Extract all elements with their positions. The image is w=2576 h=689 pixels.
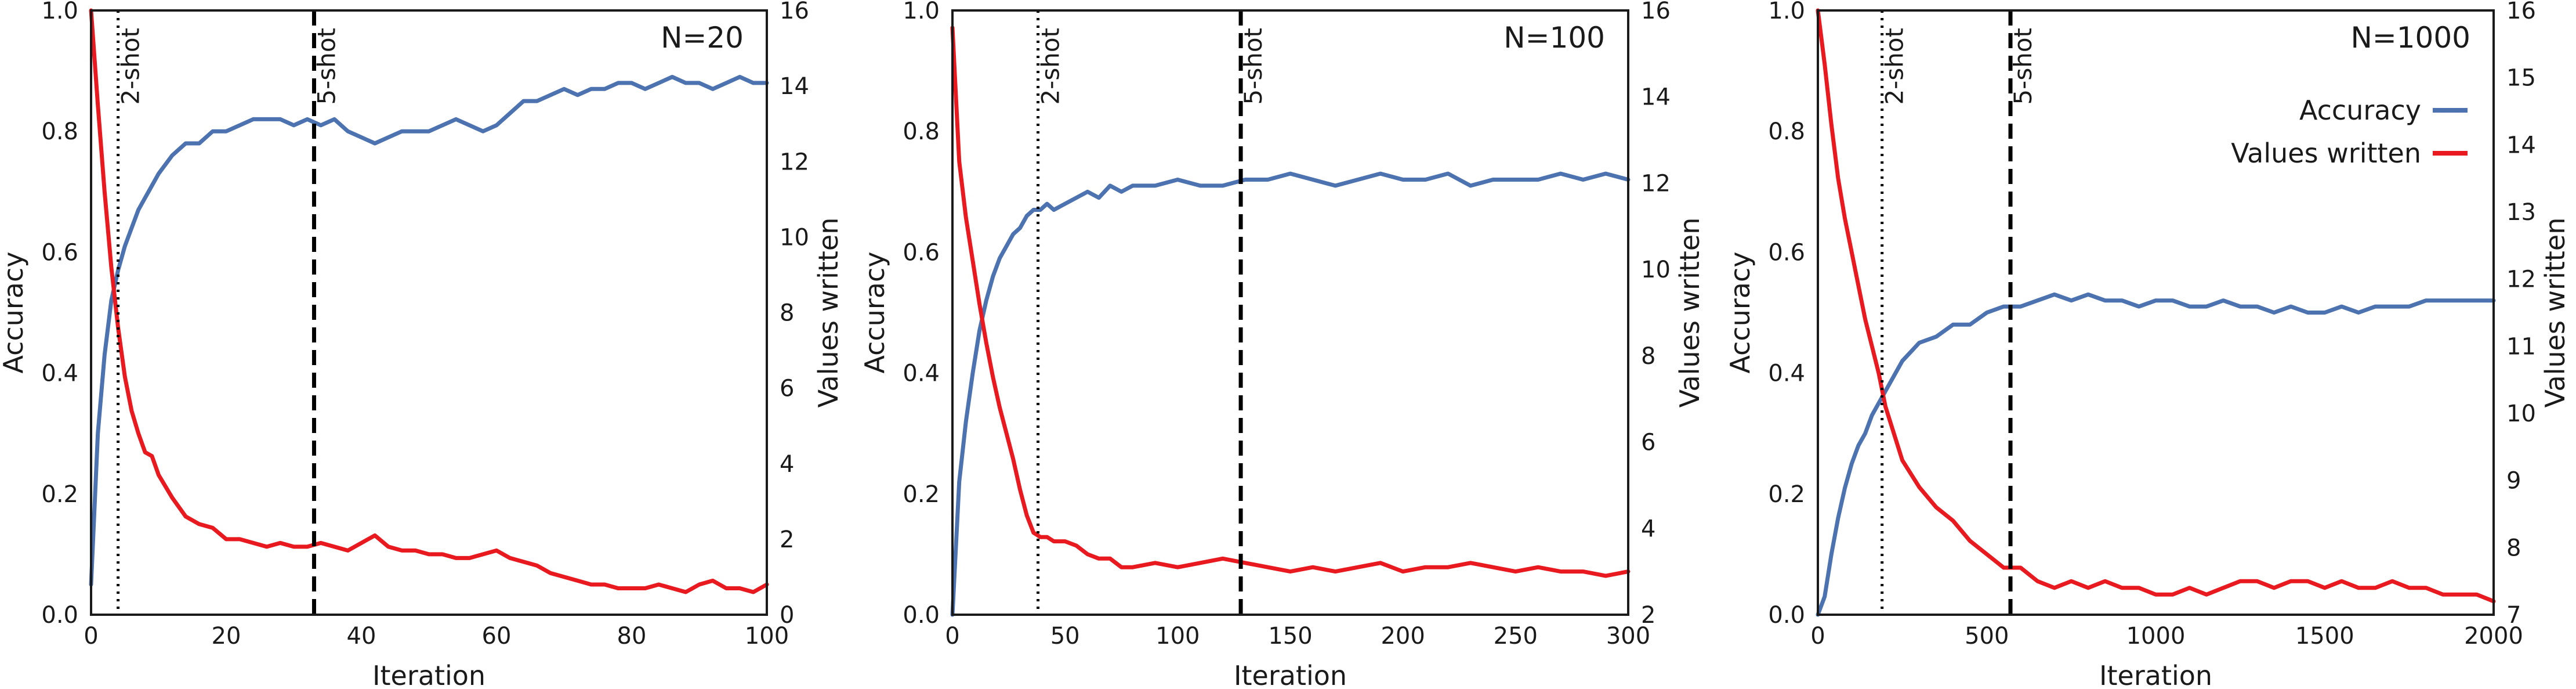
y2-tick-label: 8 (1641, 343, 1655, 370)
x-tick-label: 300 (1606, 623, 1650, 650)
panel-title: N=20 (661, 21, 744, 55)
y-tick-label: 1.0 (903, 0, 940, 24)
y-tick-label: 0.0 (903, 602, 940, 629)
y2-tick-label: 13 (2506, 199, 2536, 226)
y-tick-label: 0.6 (41, 239, 78, 266)
x-tick-label: 250 (1494, 623, 1538, 650)
legend: Accuracy Values written (2231, 95, 2468, 169)
values-written-line (1816, 8, 2496, 604)
y-tick-label: 0.2 (41, 481, 78, 508)
values-written-line (950, 26, 1631, 578)
values-written-line (89, 8, 769, 594)
accuracy-line (1816, 292, 2496, 617)
y2-axis-label: Values written (1674, 218, 1705, 408)
y2-tick-label: 12 (1641, 170, 1671, 197)
y2-tick-label: 7 (2506, 602, 2521, 629)
x-axis-label: Iteration (372, 660, 486, 689)
y2-tick-label: 12 (2506, 266, 2536, 293)
x-tick-label: 50 (1050, 623, 1080, 650)
y-tick-label: 0.8 (903, 118, 940, 145)
x-tick-label: 0 (84, 623, 98, 650)
y2-tick-label: 4 (1641, 515, 1655, 542)
y-tick-label: 1.0 (1768, 0, 1805, 24)
x-tick-label: 100 (1155, 623, 1200, 650)
chart-panel-2: 0 50 100 150 200 250 300 0.0 0.2 0.4 0.6 0.8 1.0 2 4 6 8… (859, 0, 1705, 689)
y2-axis-label: Values written (2539, 218, 2571, 408)
shot-label: 2-shot (117, 28, 145, 105)
legend-entry-label: Values written (2231, 138, 2421, 169)
y-tick-label: 0.6 (903, 239, 940, 266)
y2-tick-label: 15 (2506, 65, 2536, 92)
y-tick-label: 0.6 (1768, 239, 1805, 266)
y2-tick-label: 11 (2506, 333, 2536, 360)
accuracy-line (89, 75, 769, 587)
chart-panel-1: 0 20 40 60 80 100 0.0 0.2 0.4 0.6 0.8 1.0 0 2 4 6 8 10 12 1… (0, 0, 844, 689)
x-tick-label: 40 (347, 623, 376, 650)
y-tick-label: 0.8 (1768, 118, 1805, 145)
y2-tick-label: 16 (2506, 0, 2536, 24)
x-tick-label: 500 (1965, 623, 2009, 650)
x-tick-label: 80 (617, 623, 647, 650)
y-tick-label: 0.4 (41, 360, 78, 387)
accuracy-line (950, 171, 1631, 617)
y2-tick-label: 8 (2506, 535, 2521, 561)
x-axis-label: Iteration (2099, 660, 2212, 689)
x-tick-label: 150 (1268, 623, 1312, 650)
y2-tick-label: 8 (780, 300, 794, 327)
shot-label: 5-shot (1239, 28, 1267, 105)
y2-tick-label: 6 (1641, 430, 1655, 456)
plot-frame (1817, 9, 2495, 616)
y2-tick-label: 10 (780, 224, 809, 251)
y2-tick-label: 2 (1641, 602, 1655, 629)
shot-label: 2-shot (1037, 28, 1065, 105)
y2-tick-label: 6 (780, 376, 794, 402)
y2-tick-label: 14 (1641, 84, 1671, 111)
y-tick-label: 0.4 (1768, 360, 1805, 387)
shot-label: 5-shot (2009, 28, 2037, 105)
plot-frame (951, 9, 1629, 616)
x-tick-label: 2000 (2464, 623, 2523, 650)
x-tick-label: 0 (945, 623, 959, 650)
y-axis-label: Accuracy (859, 251, 890, 373)
y2-tick-label: 9 (2506, 468, 2521, 495)
x-tick-label: 20 (212, 623, 241, 650)
x-axis-label: Iteration (1234, 660, 1347, 689)
x-tick-label: 1000 (2126, 623, 2186, 650)
y-tick-label: 0.4 (903, 360, 940, 387)
x-tick-label: 100 (745, 623, 789, 650)
y2-tick-label: 12 (780, 149, 809, 175)
y2-tick-label: 0 (780, 602, 794, 629)
y-tick-label: 0.0 (1768, 602, 1805, 629)
y-tick-label: 0.8 (41, 118, 78, 145)
y2-tick-label: 14 (2506, 132, 2536, 158)
x-tick-label: 0 (1810, 623, 1825, 650)
y2-tick-label: 16 (1641, 0, 1671, 24)
panel-title: N=1000 (2350, 21, 2470, 55)
shot-label: 5-shot (312, 28, 340, 105)
plot-frame (90, 9, 768, 616)
y2-tick-label: 2 (780, 526, 794, 553)
y2-tick-label: 4 (780, 451, 794, 478)
legend-entry-label: Accuracy (2299, 95, 2421, 126)
y-tick-label: 1.0 (41, 0, 78, 24)
x-tick-label: 60 (482, 623, 512, 650)
y-tick-label: 0.2 (1768, 481, 1805, 508)
y-axis-label: Accuracy (1724, 251, 1756, 373)
panel-title: N=100 (1503, 21, 1605, 55)
y-tick-label: 0.2 (903, 481, 940, 508)
y2-tick-label: 10 (2506, 401, 2536, 427)
y2-tick-label: 16 (780, 0, 809, 24)
x-tick-label: 1500 (2295, 623, 2354, 650)
y-axis-label: Accuracy (0, 251, 29, 373)
y2-tick-label: 14 (780, 73, 809, 100)
shot-label: 2-shot (1881, 28, 1909, 105)
y2-tick-label: 10 (1641, 257, 1671, 283)
y-tick-label: 0.0 (41, 602, 78, 629)
chart-panel-3: 0 500 1000 1500 2000 0.0 0.2 0.4 0.6 0.8 1.0 7 8 9 10 1… (1724, 0, 2571, 689)
x-tick-label: 200 (1381, 623, 1425, 650)
y2-axis-label: Values written (813, 218, 844, 408)
